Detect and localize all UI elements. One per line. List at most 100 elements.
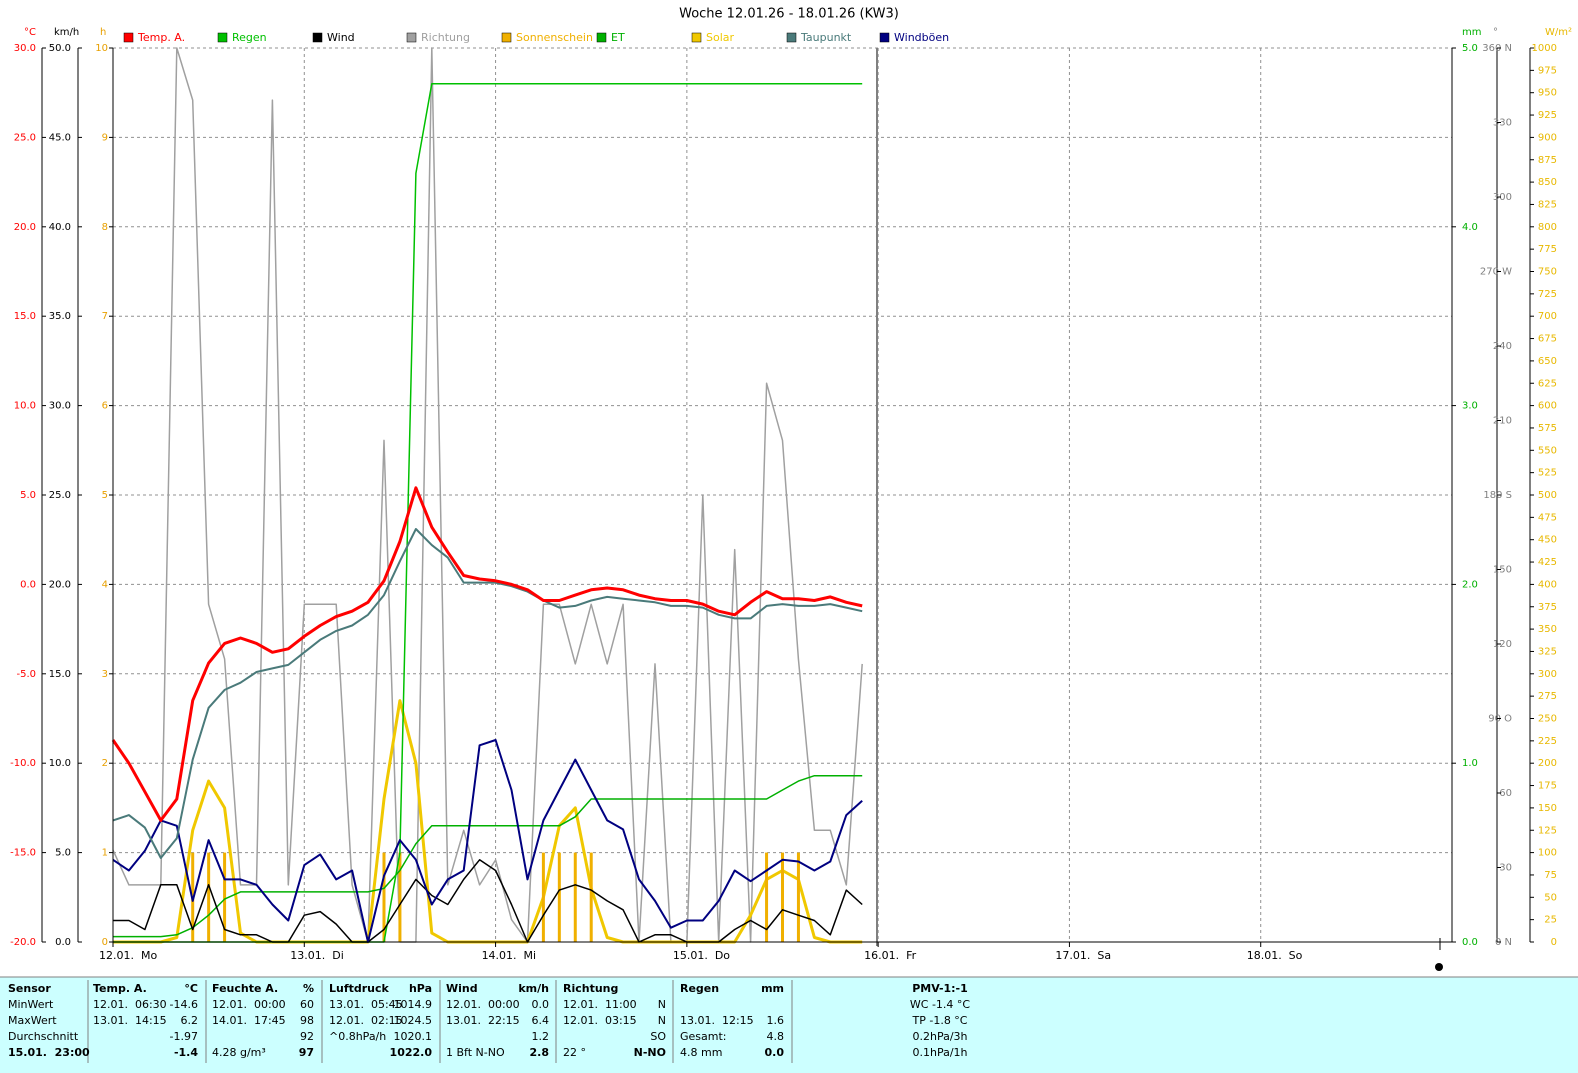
y-tick-label: 575 (1538, 423, 1557, 434)
table-cell: 12.01. 00:00 (446, 998, 520, 1011)
table-cell: 1.2 (532, 1030, 550, 1043)
sunshine-bar (589, 852, 593, 942)
y-tick-label: 25.0 (49, 490, 71, 501)
table-cell: 12.01. 00:00 (212, 998, 286, 1011)
table-cell: 6.2 (181, 1014, 199, 1027)
y-tick-label: 775 (1538, 244, 1557, 255)
y-tick-label: 0 (102, 937, 108, 948)
y-tick-label: 6 (102, 401, 108, 412)
sunshine-bar (796, 852, 800, 942)
y-tick-label: 75 (1544, 870, 1557, 881)
series-line (112, 739, 863, 943)
x-tick-label: 14.01. Mi (482, 949, 537, 962)
grid (113, 47, 1452, 942)
legend-swatch (879, 32, 890, 43)
y-tick-label: 20.0 (14, 222, 36, 233)
table-cell: WC -1.4 °C (910, 998, 971, 1011)
y-tick-label: 1.0 (1462, 758, 1478, 769)
y-tick-label: 1 (102, 848, 108, 859)
legend-label: Sonnenschein (516, 31, 593, 44)
y-tick-label: 350 (1538, 624, 1557, 635)
y-tick-label: 240 (1493, 341, 1512, 352)
table-cell: mm (761, 982, 784, 995)
y-tick-label: 475 (1538, 512, 1557, 523)
x-tick-label: 18.01. So (1247, 949, 1303, 962)
y-tick-label: 275 (1538, 691, 1557, 702)
table-cell: 22 ° (563, 1046, 586, 1059)
y-tick-label: 225 (1538, 736, 1557, 747)
y-tick-label: 8 (102, 222, 108, 233)
y-tick-label: 950 (1538, 88, 1557, 99)
table-cell: 14.01. 17:45 (212, 1014, 286, 1027)
y-tick-label: 4 (102, 579, 108, 590)
table-cell: 12.01. 06:30 (93, 998, 167, 1011)
table-cell: 0.2hPa/3h (912, 1030, 967, 1043)
y-tick-label: 270 W (1480, 267, 1512, 278)
sunshine-bar (382, 852, 386, 942)
axis-unit: ° (1493, 27, 1498, 38)
y-tick-label: 25 (1544, 915, 1557, 926)
y-tick-label: 375 (1538, 602, 1557, 613)
x-tick-label: 16.01. Fr (864, 949, 917, 962)
table-cell: ^0.8hPa/h (329, 1030, 386, 1043)
y-tick-label: 150 (1538, 803, 1557, 814)
table-cell: TP -1.8 °C (912, 1014, 968, 1027)
table-cell: 13.01. 14:15 (93, 1014, 167, 1027)
y-tick-label: 850 (1538, 177, 1557, 188)
y-tick-label: 1000 (1532, 43, 1557, 54)
y-tick-label: 450 (1538, 535, 1557, 546)
y-tick-label: 15.0 (14, 311, 36, 322)
table-cell: 2.8 (530, 1046, 550, 1059)
table-cell: PMV-1:-1 (912, 982, 968, 995)
sunshine-bar (765, 852, 769, 942)
y-tick-label: 5.0 (1462, 43, 1478, 54)
legend-swatch (123, 32, 134, 43)
table-cell: -14.6 (170, 998, 198, 1011)
axis-unit: °C (24, 27, 36, 38)
y-tick-label: 200 (1538, 758, 1557, 769)
table-cell: N (658, 998, 666, 1011)
y-tick-label: 500 (1538, 490, 1557, 501)
table-cell: MaxWert (8, 1014, 57, 1027)
table-cell: 4.8 mm (680, 1046, 722, 1059)
table-cell: % (303, 982, 314, 995)
legend-swatch (217, 32, 228, 43)
legend-swatch (596, 32, 607, 43)
table-cell: SO (650, 1030, 666, 1043)
series-line (112, 47, 863, 943)
legend-swatch (312, 32, 323, 43)
y-tick-label: 30.0 (49, 401, 71, 412)
table-cell: 6.4 (532, 1014, 550, 1027)
legend-swatch (501, 32, 512, 43)
table-cell: hPa (409, 982, 432, 995)
legend-label: Taupunkt (800, 31, 852, 44)
y-tick-label: 300 (1493, 192, 1512, 203)
table-cell: Richtung (563, 982, 618, 995)
y-tick-label: 725 (1538, 289, 1557, 300)
legend-label: Regen (232, 31, 267, 44)
table-cell: 12.01. 11:00 (563, 998, 637, 1011)
legend-label: Wind (327, 31, 355, 44)
table-cell: °C (184, 982, 198, 995)
y-tick-label: 3 (102, 669, 108, 680)
y-tick-label: 3.0 (1462, 401, 1478, 412)
table-cell: Regen (680, 982, 719, 995)
x-tick-label: 15.01. Do (673, 949, 730, 962)
y-tick-label: 325 (1538, 646, 1557, 657)
table-cell: 1 Bft N-NO (446, 1046, 505, 1059)
y-tick-label: 5.0 (55, 848, 71, 859)
y-tick-label: 975 (1538, 65, 1557, 76)
table-cell: 1014.9 (394, 998, 433, 1011)
y-tick-label: 35.0 (49, 311, 71, 322)
y-tick-label: 5 (102, 490, 108, 501)
y-tick-label: 60 (1499, 788, 1512, 799)
x-tick-label: 13.01. Di (290, 949, 344, 962)
y-tick-label: 210 (1493, 416, 1512, 427)
series-line (112, 528, 863, 859)
y-tick-label: 0 N (1495, 937, 1512, 948)
y-tick-label: 0 (1551, 937, 1557, 948)
y-tick-label: 15.0 (49, 669, 71, 680)
y-tick-label: 300 (1538, 669, 1557, 680)
legend-label: Windböen (894, 31, 949, 44)
table-cell: Feuchte A. (212, 982, 278, 995)
